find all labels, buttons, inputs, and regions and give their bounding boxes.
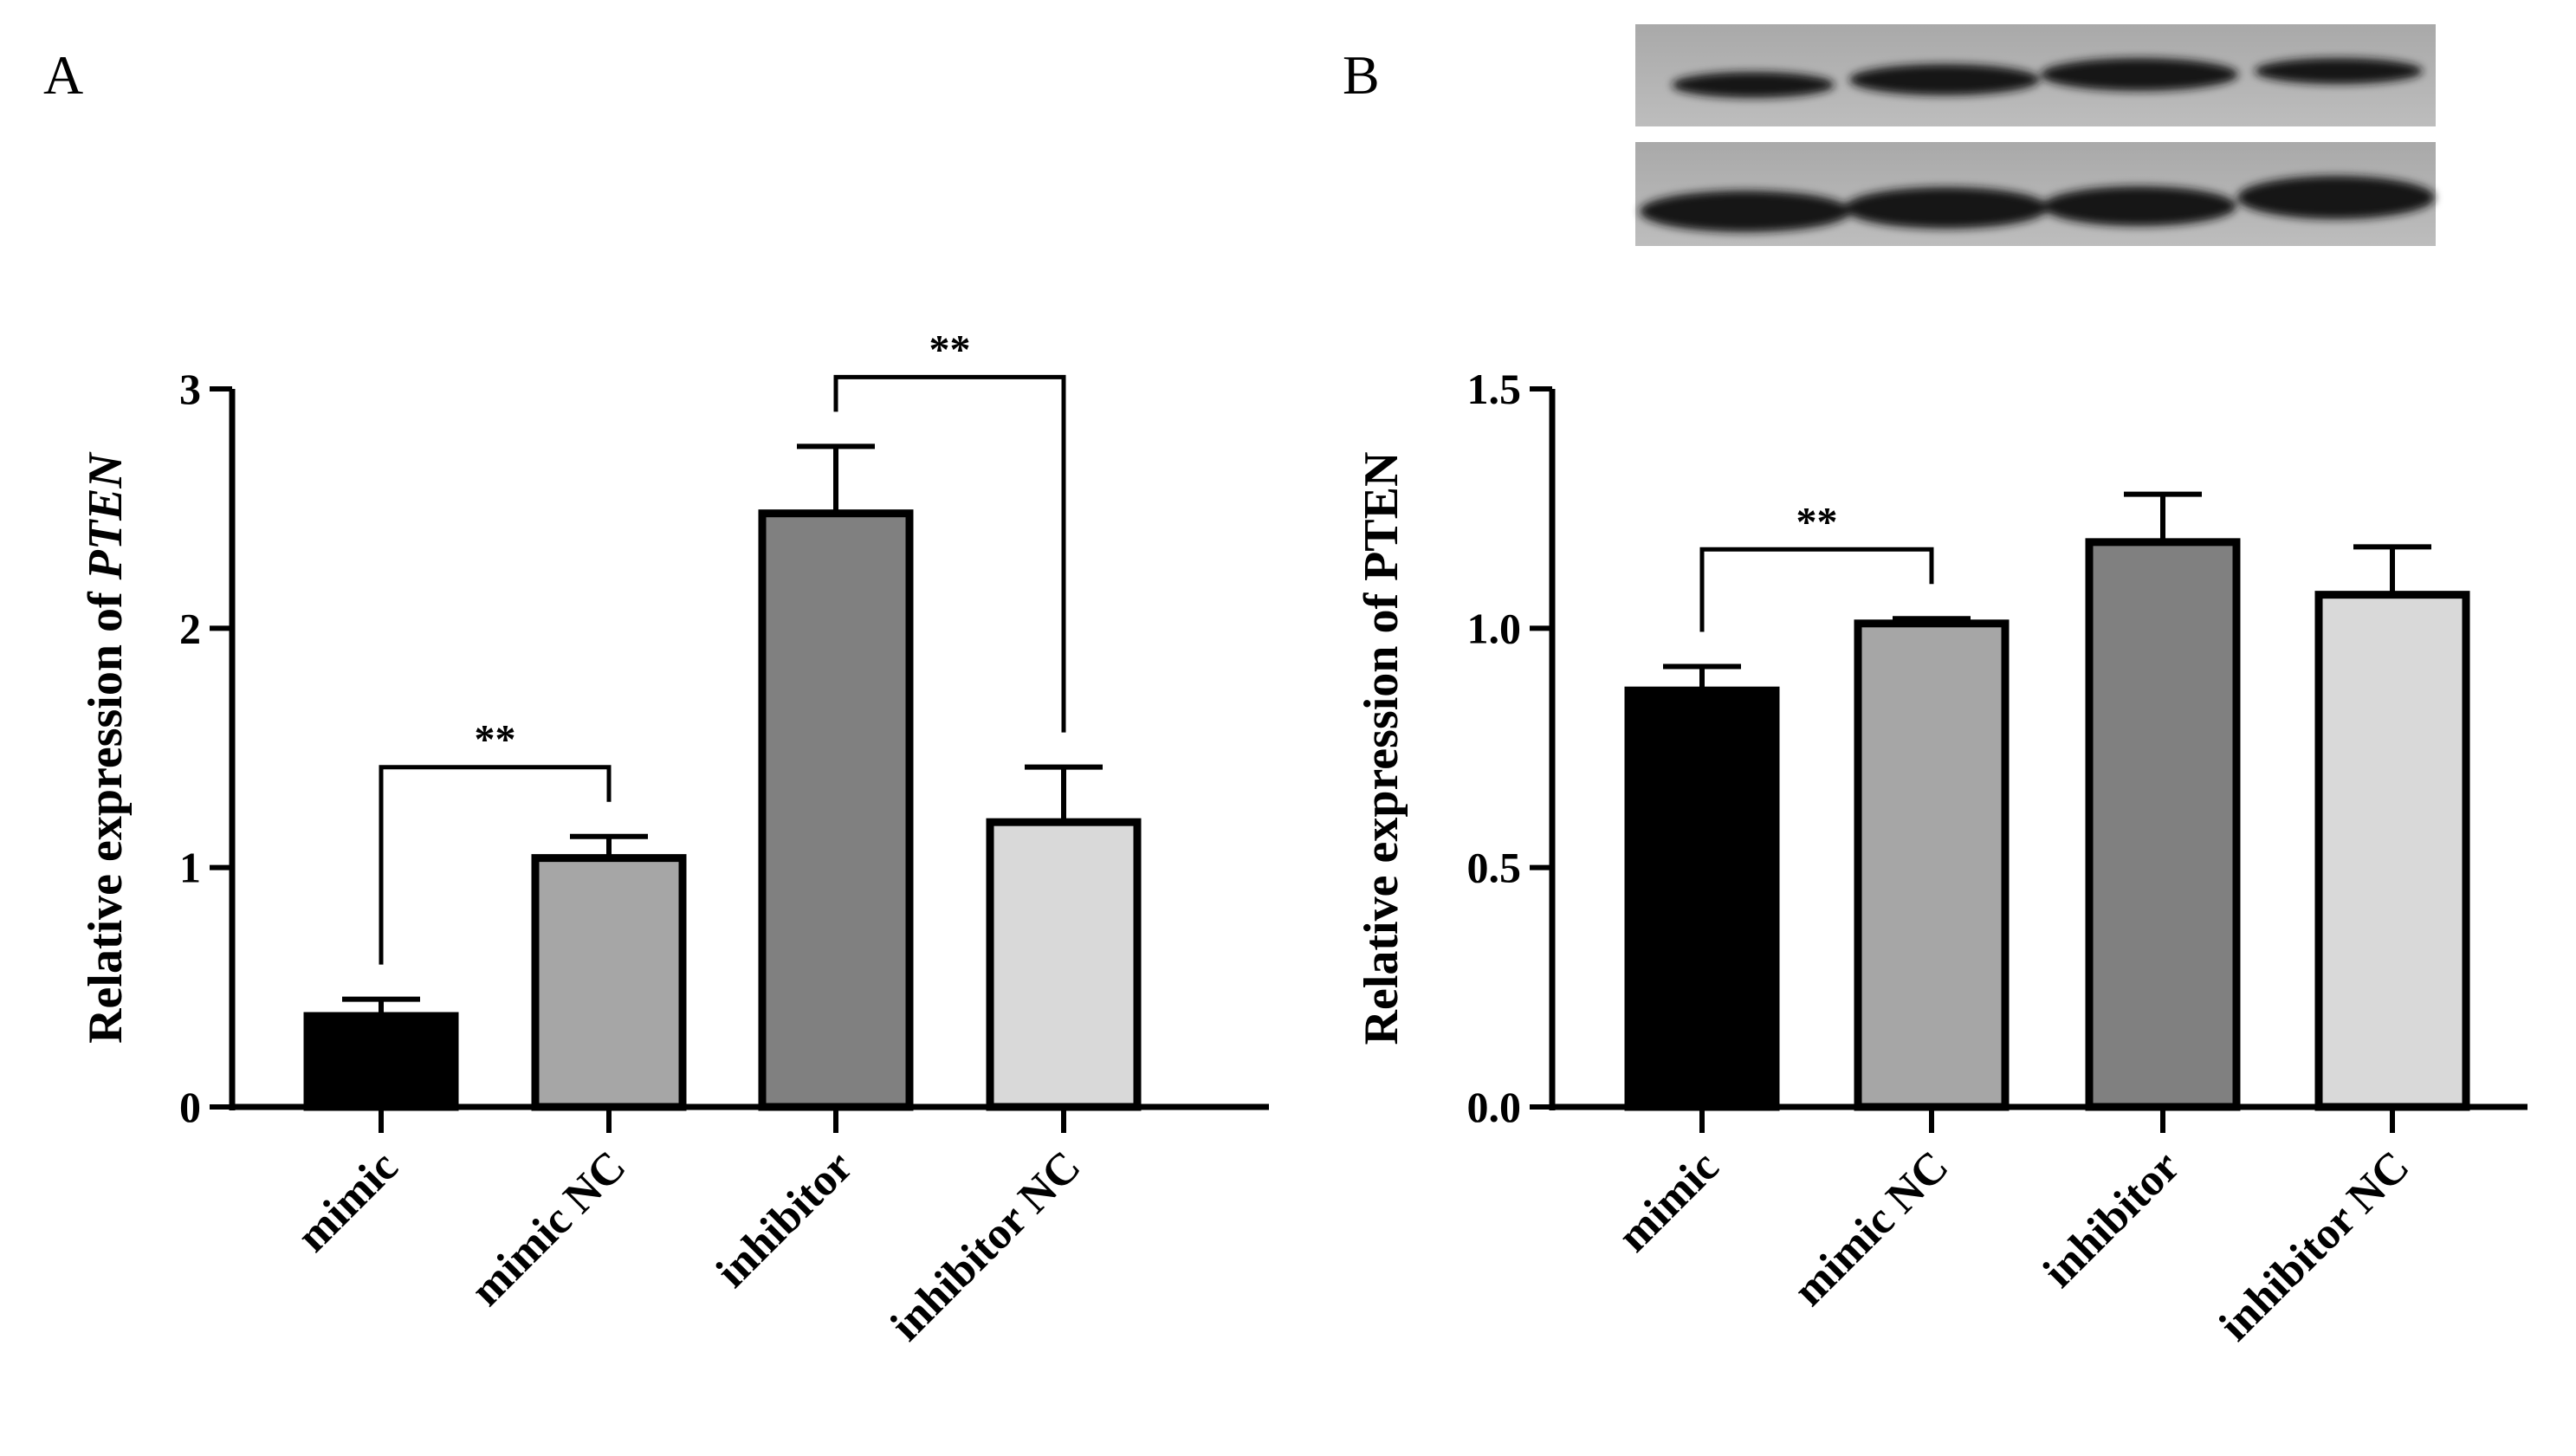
y-tick-label: 3 [179,365,201,413]
blot-band [1844,187,2049,229]
western-blot-image [1635,24,2436,246]
blot-band [2042,186,2236,226]
x-tick-label: inhibitor [2034,1142,2189,1297]
bar [2314,591,2470,1111]
y-tick-label: 0.0 [1467,1083,1522,1131]
significance-label: ** [1796,499,1838,545]
x-tick-label: mimic [1608,1142,1728,1261]
y-axis-label: Relative expression of PTEN [1355,452,1408,1045]
y-tick-label: 1.5 [1467,365,1522,413]
bar [986,818,1142,1111]
significance-label: ** [475,717,516,763]
panel-letter-b: B [1343,44,1380,106]
y-axis-label-text: Relative expression of PTEN [1355,452,1408,1045]
y-tick-label: 1.0 [1467,604,1522,652]
bar [303,1012,459,1111]
y-axis-label-text: Relative expression of [79,579,133,1044]
bar-chart-a: 0 1 2 3 Relative expression of PTEN mimic mimi… [79,327,1269,1350]
bar [1624,686,1780,1111]
blot-band [2041,58,2238,91]
blot-band [1672,72,1835,98]
blot-band [1849,64,2040,95]
x-tick-label: inhibitor NC [2210,1142,2419,1350]
significance-bracket [833,374,1066,733]
bar [758,509,914,1111]
y-axis-label: Relative expression of PTEN [79,451,133,1044]
x-tick-label: inhibitor [707,1142,862,1297]
y-axis-label-gene: PTEN [79,451,133,581]
blot-band [1640,191,1851,232]
significance-bracket [1699,547,1934,632]
y-tick-label: 2 [179,604,201,652]
blot-band [2255,58,2423,84]
bar [2085,538,2241,1111]
y-tick-label: 0.5 [1467,844,1522,892]
significance-label: ** [929,327,971,372]
x-tick-label: mimic NC [462,1142,636,1316]
bar-chart-b: 0.0 0.5 1.0 1.5 Relative expression of PTEN m… [1355,365,2527,1350]
y-tick-label: 1 [179,844,201,892]
blot-band [2237,176,2435,219]
bar [1854,619,2010,1111]
x-tick-label: mimic [288,1142,407,1261]
x-tick-label: mimic NC [1784,1142,1958,1316]
y-tick-label: 0 [179,1083,201,1131]
x-tick-label: inhibitor NC [882,1142,1091,1350]
bar [531,854,687,1111]
significance-bracket [379,765,612,965]
panel-letter-a: A [43,44,83,106]
